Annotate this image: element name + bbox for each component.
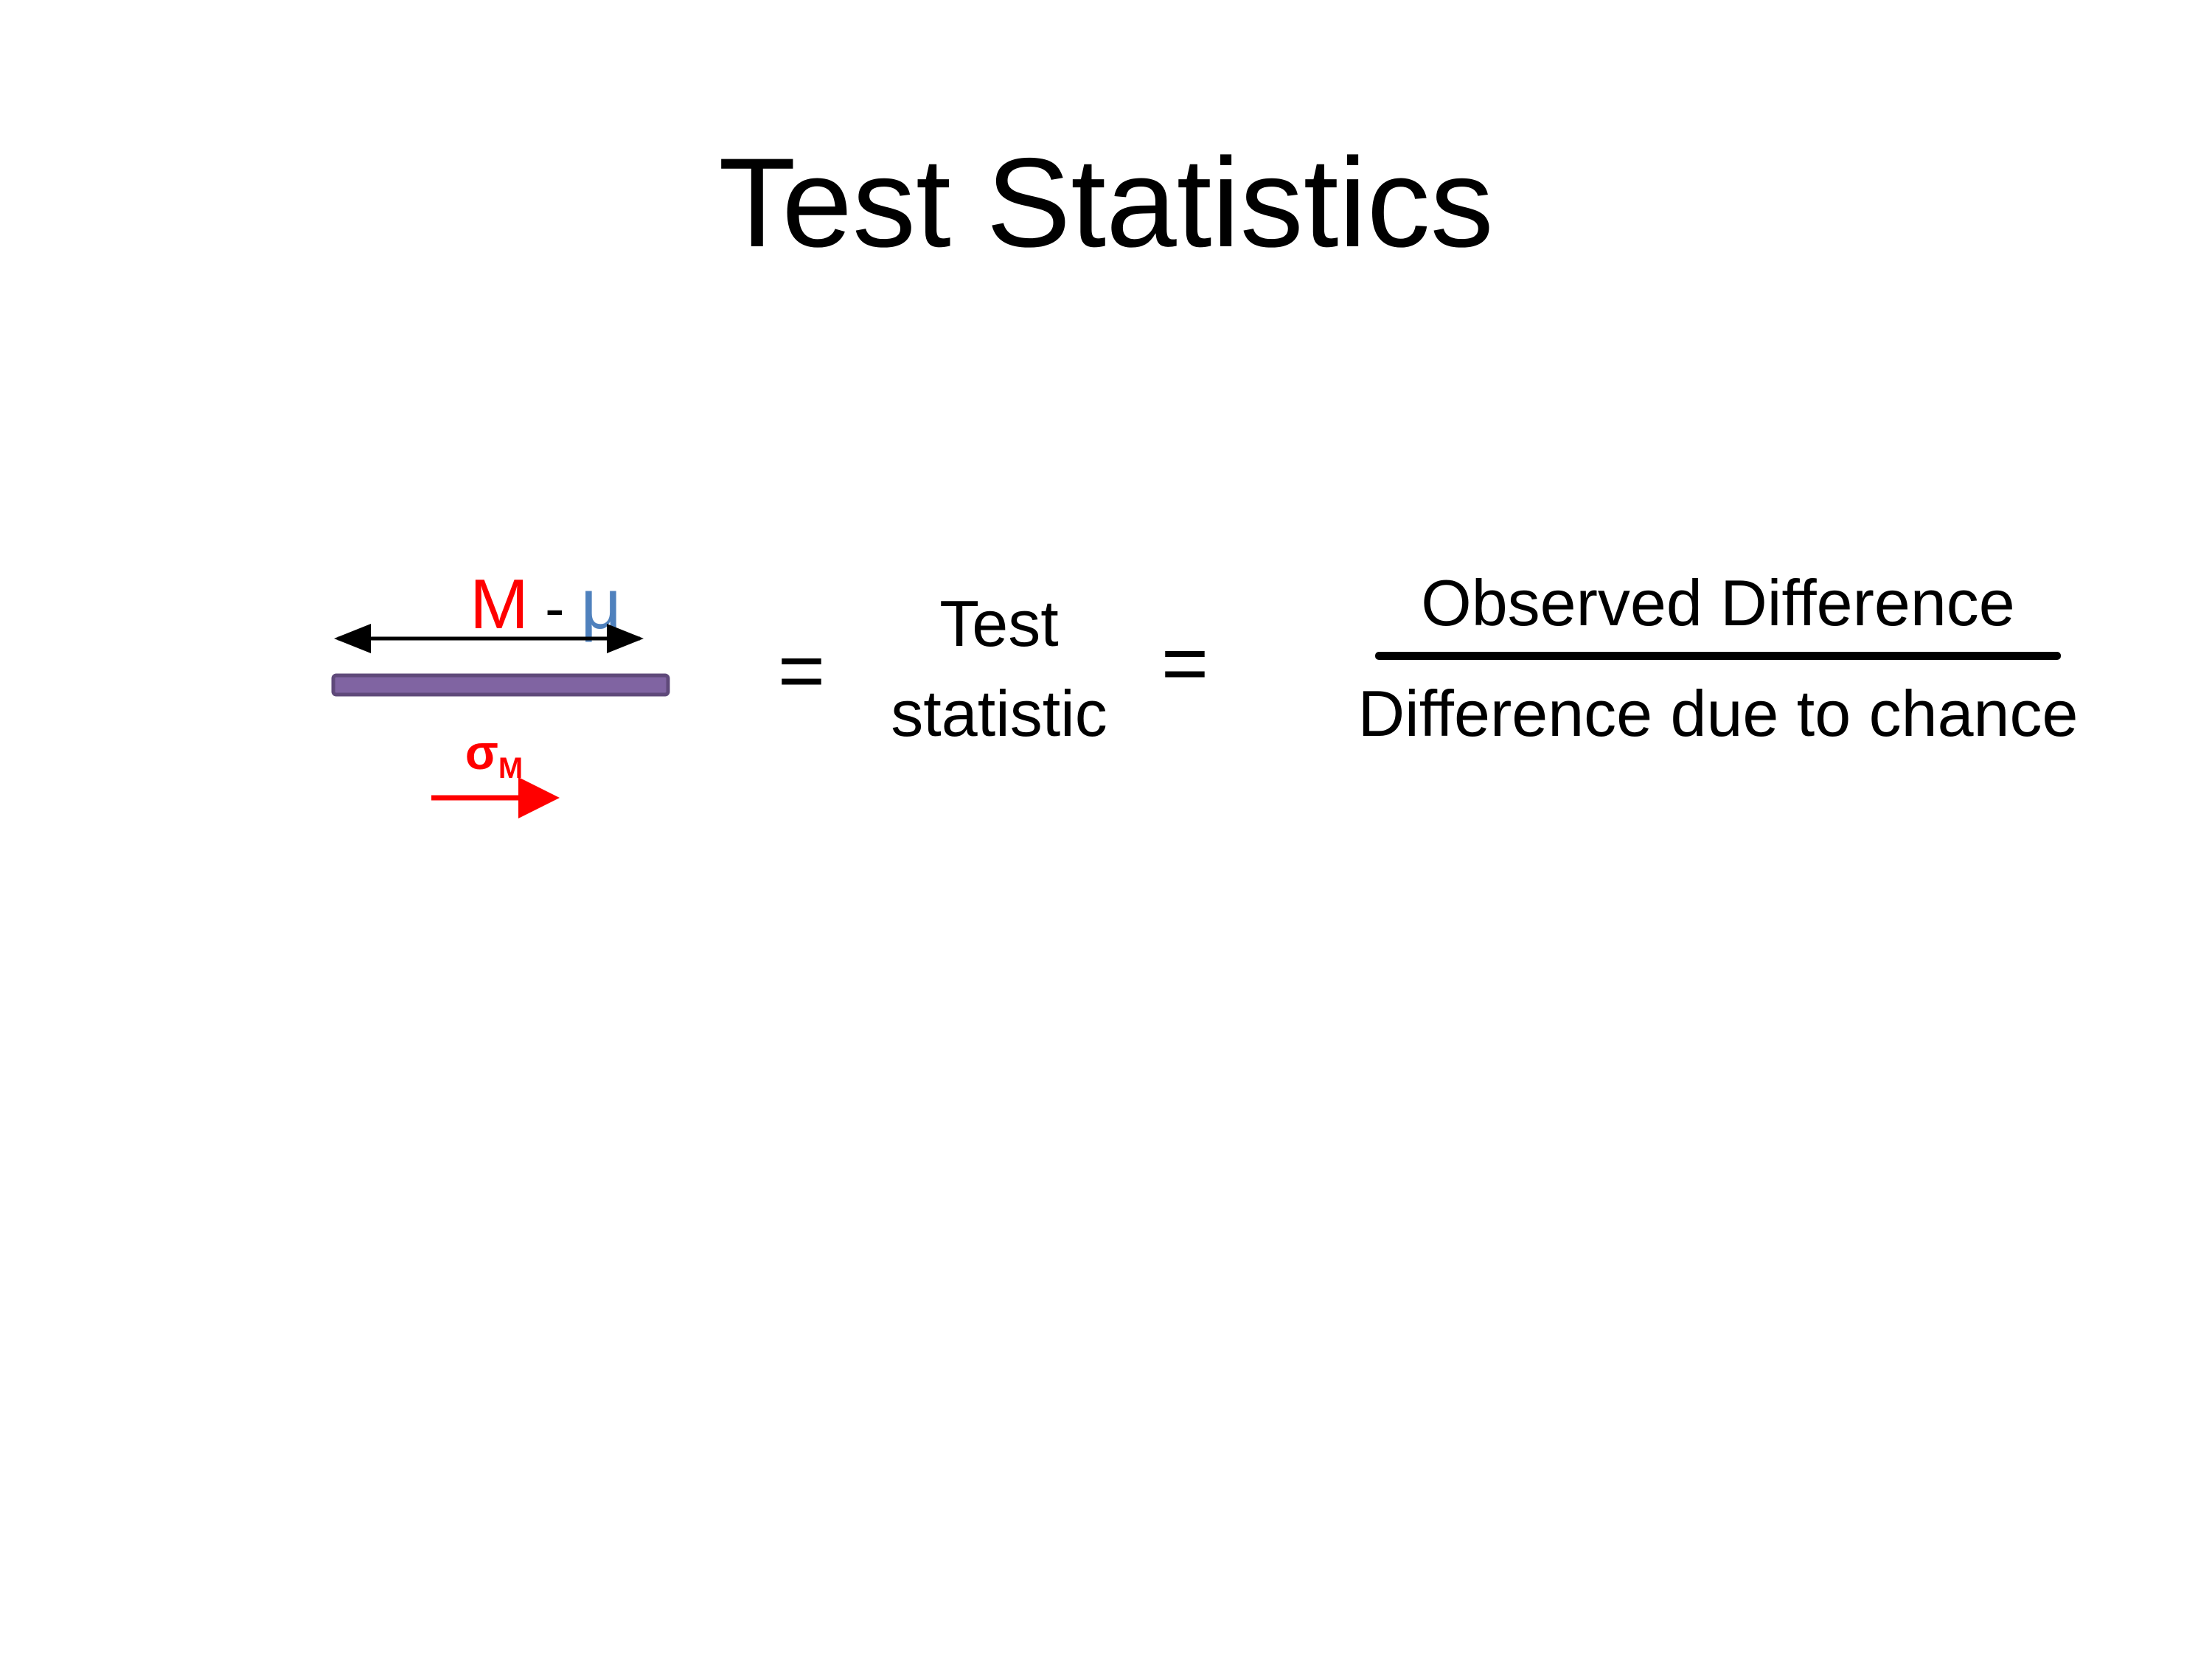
standard-error-label: σM	[413, 719, 575, 801]
fraction-denominator: Difference due to chance	[1357, 677, 2079, 750]
fraction-numerator: Observed Difference	[1421, 566, 2015, 639]
test-statistic-line-2: statistic	[891, 677, 1107, 750]
test-statistic-label: Test statistic	[841, 579, 1158, 759]
equals-sign-2: =	[1161, 618, 1209, 709]
slide-title: Test Statistics	[718, 132, 1494, 274]
sigma-subscript: M	[498, 752, 524, 785]
test-statistic-line-1: Test	[939, 587, 1059, 660]
distribution-bar	[331, 673, 670, 697]
fraction-bar	[1375, 652, 2061, 660]
sigma-symbol: σ	[465, 725, 498, 779]
equals-sign-1: =	[777, 625, 826, 716]
